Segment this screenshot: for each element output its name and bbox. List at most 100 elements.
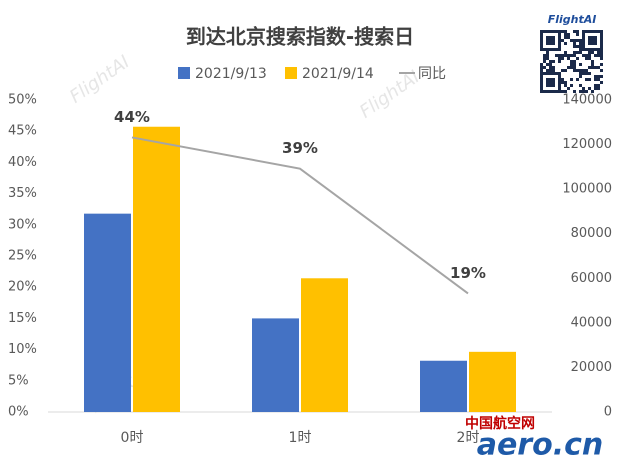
data-label: 39% xyxy=(282,139,318,157)
qr-cell xyxy=(546,63,549,66)
qr-cell xyxy=(600,33,603,36)
qr-cell xyxy=(549,36,552,39)
qr-cell xyxy=(582,69,585,72)
qr-cell xyxy=(546,48,549,51)
qr-cell xyxy=(585,90,588,93)
qr-cell xyxy=(564,81,567,84)
qr-cell xyxy=(561,54,564,57)
qr-cell xyxy=(579,69,582,72)
qr-cell xyxy=(591,63,594,66)
qr-cell xyxy=(582,90,585,93)
qr-cell xyxy=(552,66,555,69)
qr-cell xyxy=(573,54,576,57)
qr-cell xyxy=(597,87,600,90)
qr-cell xyxy=(585,72,588,75)
qr-cell xyxy=(558,36,561,39)
qr-cell xyxy=(576,45,579,48)
qr-cell xyxy=(546,30,549,33)
qr-cell xyxy=(558,60,561,63)
y2-tick-label: 120000 xyxy=(562,137,612,152)
qr-cell xyxy=(543,57,546,60)
qr-cell xyxy=(576,30,579,33)
qr-cell xyxy=(567,66,570,69)
qr-cell xyxy=(552,84,555,87)
qr-cell xyxy=(591,51,594,54)
qr-cell xyxy=(546,42,549,45)
legend-swatch xyxy=(178,67,190,79)
qr-cell xyxy=(552,39,555,42)
qr-cell xyxy=(597,66,600,69)
line xyxy=(131,136,469,295)
y2-tick-label: 40000 xyxy=(571,315,612,330)
qr-cell xyxy=(540,36,543,39)
qr-cell xyxy=(552,48,555,51)
qr-cell xyxy=(573,60,576,63)
x-tick-label: 2时 xyxy=(457,430,480,446)
bar xyxy=(469,351,516,412)
qr-cell xyxy=(561,39,564,42)
qr-cell xyxy=(555,48,558,51)
qr-cell xyxy=(558,84,561,87)
qr-cell xyxy=(579,42,582,45)
qr-cell xyxy=(549,78,552,81)
y-tick-label: 45% xyxy=(8,124,37,139)
qr-cell xyxy=(579,63,582,66)
qr-cell xyxy=(558,78,561,81)
qr-cell xyxy=(600,51,603,54)
bar xyxy=(252,318,299,412)
qr-cell xyxy=(561,78,564,81)
qr-cell xyxy=(552,36,555,39)
qr-cell xyxy=(582,42,585,45)
qr-cell xyxy=(600,48,603,51)
qr-cell xyxy=(564,90,567,93)
qr-cell xyxy=(600,75,603,78)
qr-cell xyxy=(600,69,603,72)
qr-cell xyxy=(549,42,552,45)
qr-cell xyxy=(549,48,552,51)
qr-cell xyxy=(540,81,543,84)
qr-cell xyxy=(588,66,591,69)
y2-tick-label: 80000 xyxy=(571,226,612,241)
qr-cell xyxy=(576,39,579,42)
qr-cell xyxy=(594,84,597,87)
qr-cell xyxy=(552,69,555,72)
qr-cell xyxy=(570,60,573,63)
qr-cell xyxy=(579,45,582,48)
qr-cell xyxy=(567,54,570,57)
qr-cell xyxy=(594,42,597,45)
qr-cell xyxy=(540,66,543,69)
qr-cell xyxy=(600,45,603,48)
qr-cell xyxy=(540,63,543,66)
legend-swatch xyxy=(285,67,297,79)
bar xyxy=(84,213,131,412)
qr-cell xyxy=(543,30,546,33)
qr-cell xyxy=(555,30,558,33)
qr-cell xyxy=(588,39,591,42)
y2-tick-label: 0 xyxy=(604,405,612,420)
qr-cell xyxy=(540,69,543,72)
qr-cell xyxy=(540,33,543,36)
qr-cell xyxy=(549,30,552,33)
qr-cell xyxy=(597,84,600,87)
qr-cell xyxy=(582,87,585,90)
qr-cell xyxy=(585,54,588,57)
x-tick-label: 0时 xyxy=(121,430,144,446)
qr-cell xyxy=(558,39,561,42)
qr-cell xyxy=(546,54,549,57)
qr-cell xyxy=(588,72,591,75)
qr-cell xyxy=(600,57,603,60)
qr-cell xyxy=(573,45,576,48)
qr-cell xyxy=(552,60,555,63)
qr-cell xyxy=(549,60,552,63)
qr-cell xyxy=(546,57,549,60)
qr-cell xyxy=(567,36,570,39)
qr-cell xyxy=(558,90,561,93)
qr-cell xyxy=(573,90,576,93)
qr-cell xyxy=(588,42,591,45)
qr-cell xyxy=(582,48,585,51)
y-tick-label: 35% xyxy=(8,186,37,201)
qr-cell xyxy=(546,39,549,42)
qr-cell xyxy=(585,57,588,60)
qr-cell xyxy=(549,84,552,87)
qr-cell xyxy=(540,39,543,42)
